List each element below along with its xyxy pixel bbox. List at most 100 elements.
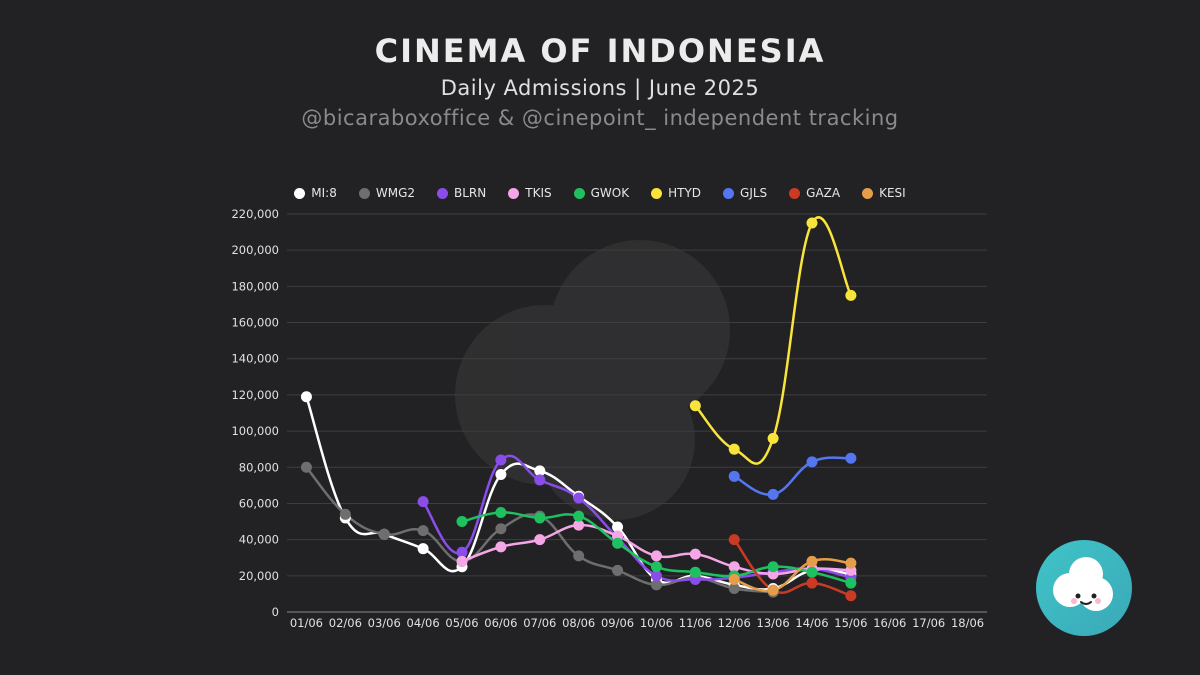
legend-item[interactable]: GWOK	[573, 186, 630, 200]
y-tick-label: 200,000	[231, 243, 279, 257]
legend-swatch	[573, 187, 585, 199]
title: CINEMA OF INDONESIA	[374, 32, 826, 70]
legend-item[interactable]: WMG2	[358, 186, 416, 200]
legend-label: GJLS	[740, 186, 768, 200]
legend-swatch	[723, 187, 735, 199]
data-point	[417, 543, 429, 555]
data-point	[378, 528, 390, 540]
y-tick-label: 60,000	[239, 496, 279, 510]
data-point	[845, 590, 857, 602]
legend-item[interactable]: GJLS	[723, 186, 767, 200]
popcorn-logo-icon	[1036, 540, 1132, 636]
data-point	[845, 289, 857, 301]
legend-label: TKIS	[525, 186, 552, 200]
data-point	[845, 577, 857, 589]
data-point	[806, 566, 818, 578]
x-tick-label: 01/06	[290, 616, 323, 630]
series-line	[732, 456, 853, 496]
legend-item[interactable]: KESI	[862, 186, 906, 200]
data-point	[767, 584, 779, 596]
data-point	[417, 525, 429, 537]
data-point	[650, 579, 662, 591]
data-point	[573, 492, 585, 504]
x-tick-label: 10/06	[640, 616, 673, 630]
x-tick-label: 18/06	[951, 616, 984, 630]
legend-label: BLRN	[454, 186, 487, 200]
data-point	[845, 452, 857, 464]
credit: @bicaraboxoffice & @cinepoint_ independe…	[301, 106, 899, 130]
data-point	[339, 508, 351, 520]
x-tick-label: 14/06	[795, 616, 828, 630]
y-tick-label: 80,000	[239, 460, 279, 474]
legend-item[interactable]: TKIS	[508, 186, 552, 200]
data-point	[806, 217, 818, 229]
data-point	[300, 391, 312, 403]
x-tick-label: 16/06	[873, 616, 906, 630]
data-point	[806, 456, 818, 468]
legend-swatch	[437, 187, 449, 199]
data-point	[728, 582, 740, 594]
x-tick-label: 12/06	[718, 616, 751, 630]
subtitle: Daily Admissions | June 2025	[440, 76, 760, 100]
data-point	[612, 564, 624, 576]
data-point	[612, 521, 624, 533]
y-tick-label: 180,000	[231, 279, 279, 293]
data-point	[728, 443, 740, 455]
data-point	[728, 470, 740, 482]
x-tick-label: 06/06	[484, 616, 517, 630]
legend-item[interactable]: HTYD	[651, 186, 701, 200]
legend-swatch	[508, 187, 520, 199]
legend-label: KESI	[879, 186, 906, 200]
data-point	[495, 454, 507, 466]
data-point	[650, 570, 662, 582]
data-point	[612, 537, 624, 549]
legend-label: HTYD	[668, 186, 702, 200]
x-tick-label: 09/06	[601, 616, 634, 630]
x-tick-label: 13/06	[757, 616, 790, 630]
data-point	[573, 519, 585, 531]
data-point	[806, 577, 818, 589]
y-tick-label: 100,000	[231, 424, 279, 438]
x-tick-label: 08/06	[562, 616, 595, 630]
x-tick-label: 11/06	[679, 616, 712, 630]
series-line	[732, 558, 853, 593]
x-tick-label: 02/06	[329, 616, 362, 630]
data-point	[534, 512, 546, 524]
data-point	[417, 496, 429, 508]
data-point	[689, 400, 701, 412]
legend-swatch	[651, 187, 663, 199]
legend-item[interactable]: BLRN	[437, 186, 486, 200]
legend-item[interactable]: GAZA	[789, 186, 840, 200]
y-tick-label: 20,000	[239, 569, 279, 583]
data-point	[650, 561, 662, 573]
data-point	[534, 465, 546, 477]
legend-label: WMG2	[375, 186, 416, 200]
data-point	[456, 555, 468, 567]
legend-label: GAZA	[806, 186, 841, 200]
data-point	[534, 474, 546, 486]
data-point	[495, 507, 507, 518]
legend-item[interactable]: MI:8	[294, 186, 337, 200]
y-tick-label: 220,000	[231, 207, 279, 221]
x-tick-label: 03/06	[368, 616, 401, 630]
legend-swatch	[294, 187, 306, 199]
data-point	[650, 550, 662, 562]
data-point	[806, 555, 818, 567]
data-point	[495, 523, 507, 535]
x-tick-label: 07/06	[523, 616, 556, 630]
legend-swatch	[358, 187, 370, 199]
data-point	[689, 548, 701, 560]
y-tick-label: 120,000	[231, 388, 279, 402]
data-point	[767, 561, 779, 573]
y-tick-label: 40,000	[239, 533, 279, 547]
y-tick-label: 140,000	[231, 352, 279, 366]
data-point	[728, 534, 740, 546]
legend-label: GWOK	[590, 186, 630, 200]
series-line	[732, 538, 853, 597]
x-tick-label: 17/06	[912, 616, 945, 630]
data-point	[495, 541, 507, 553]
x-tick-label: 05/06	[445, 616, 478, 630]
data-point	[573, 510, 585, 522]
data-point	[689, 566, 701, 578]
